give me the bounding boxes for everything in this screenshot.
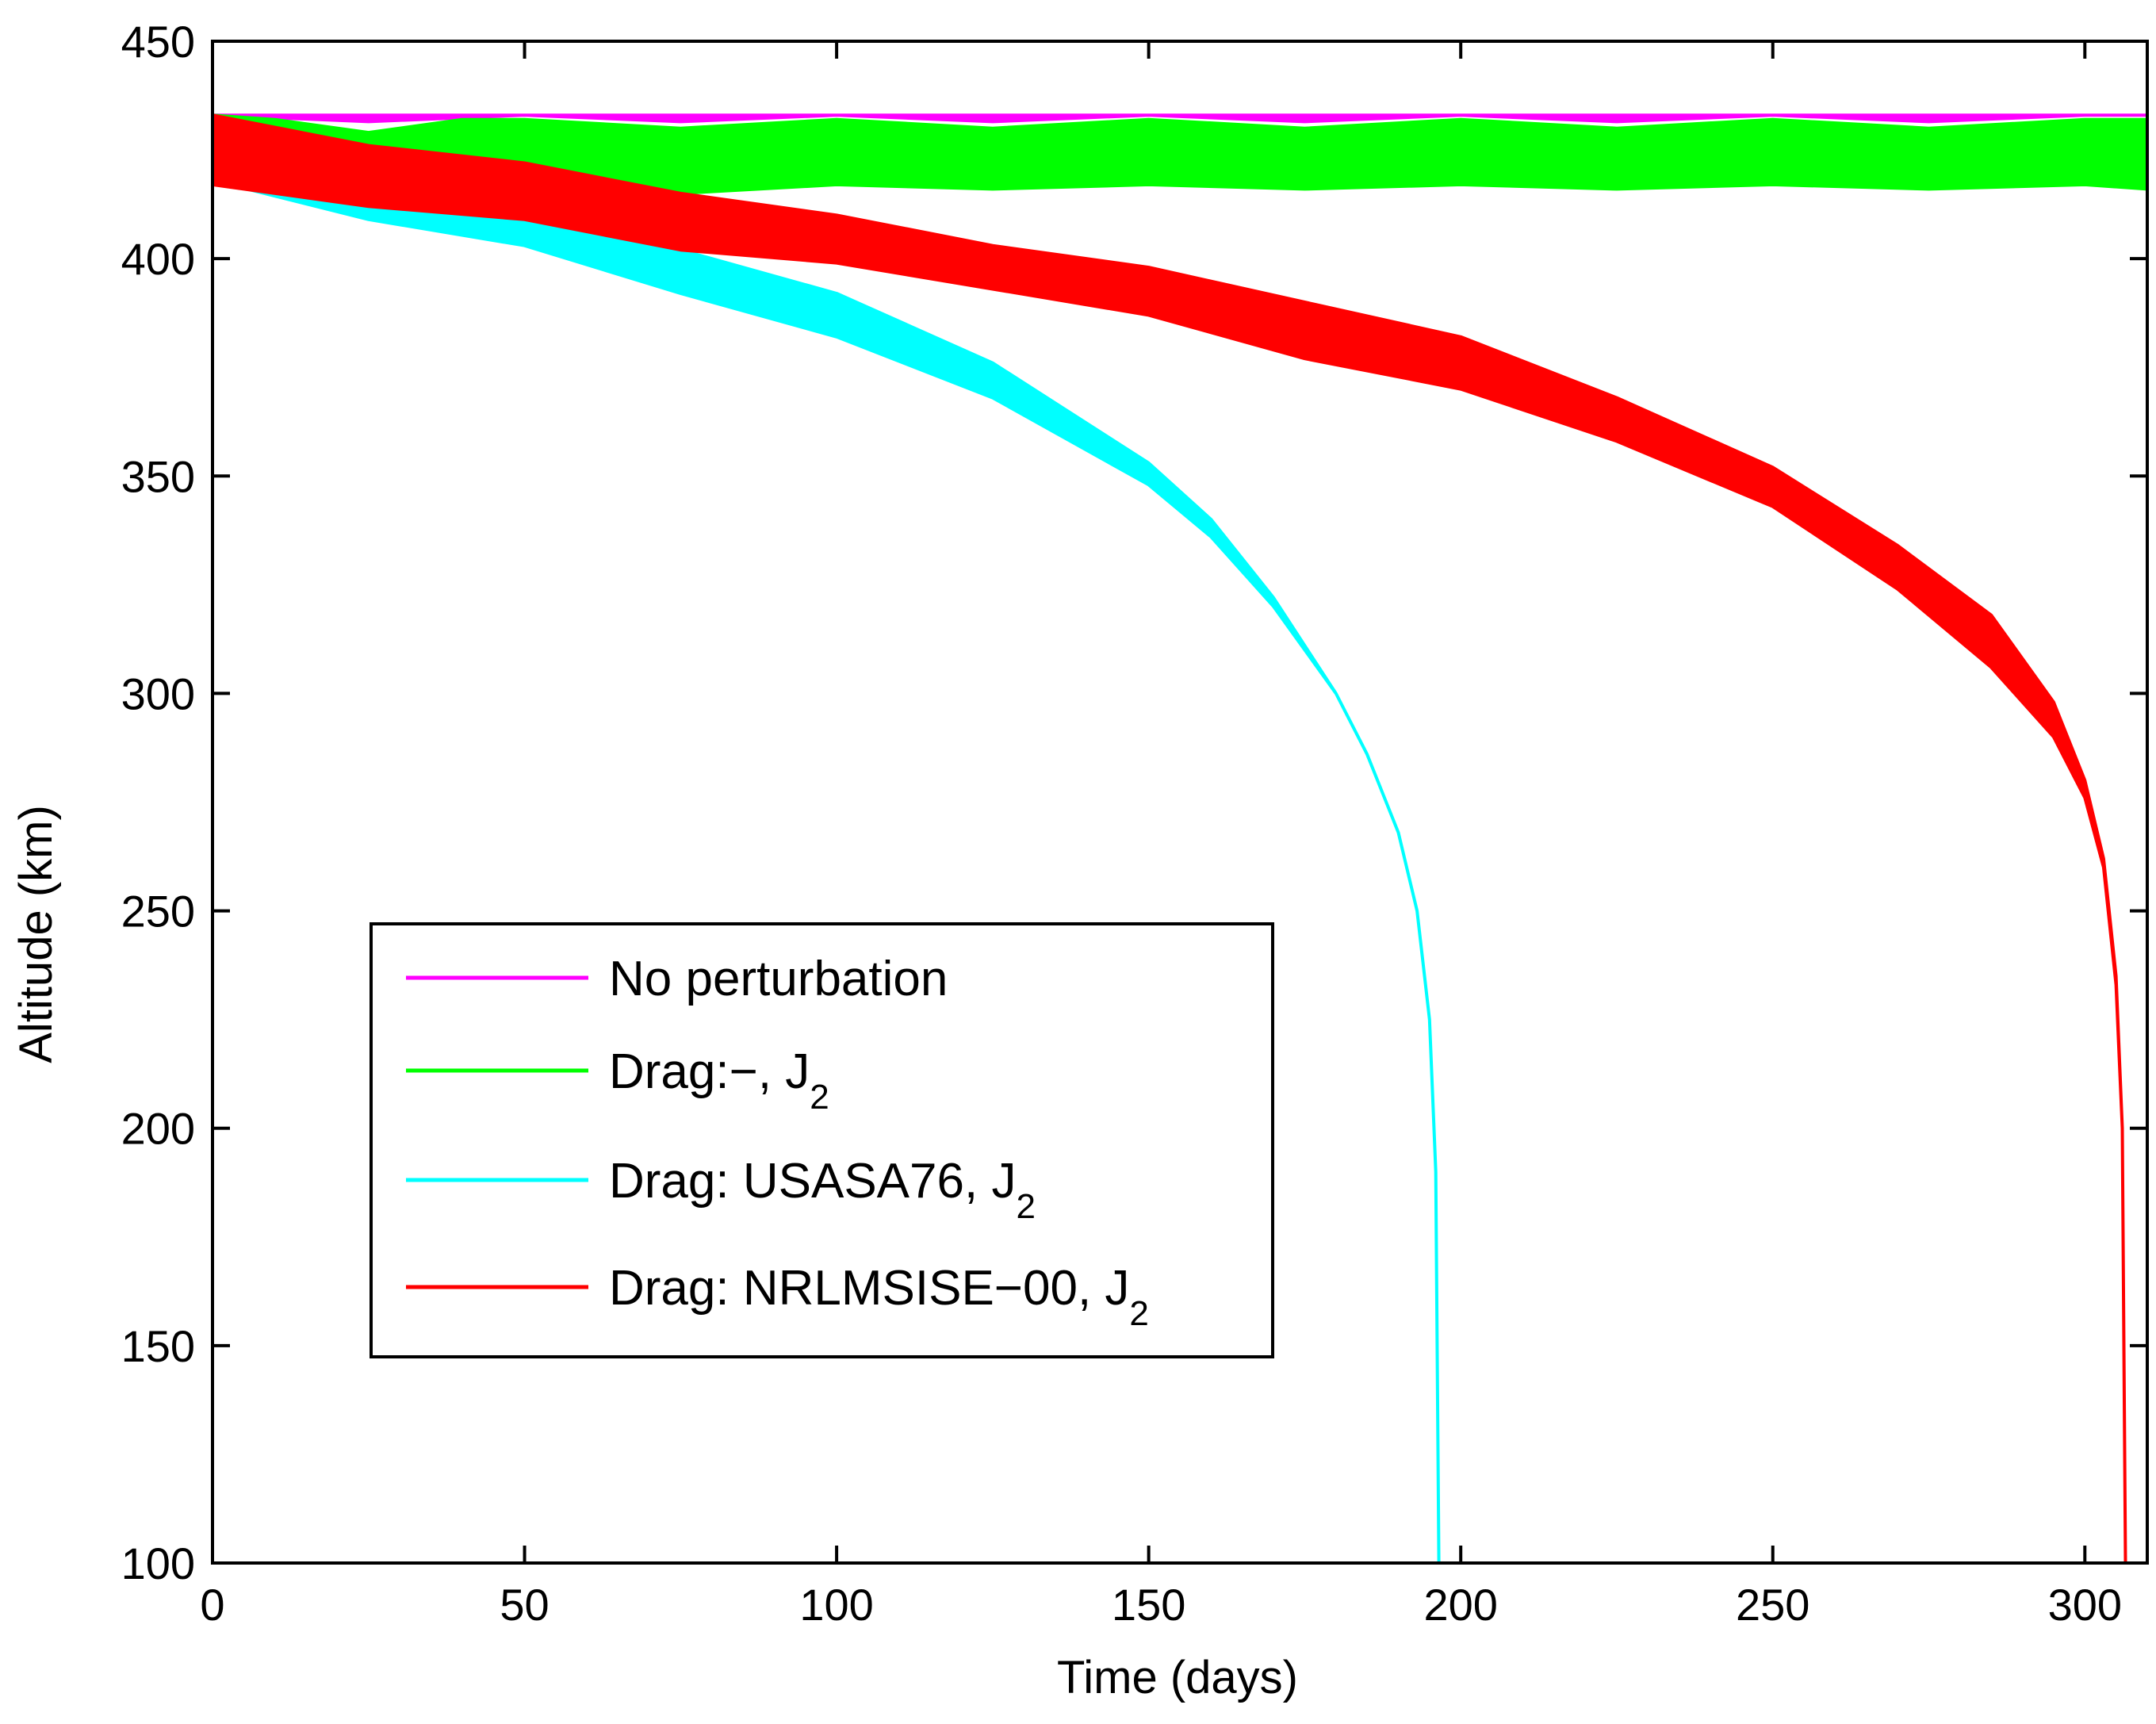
y-tick-label-2: 200 xyxy=(121,1104,195,1154)
series-band-3 xyxy=(211,113,2127,1565)
y-tick-label-7: 450 xyxy=(121,17,195,67)
legend-label-0: No perturbation xyxy=(609,952,948,1006)
x-tick-label-5: 250 xyxy=(1736,1580,1809,1630)
axes-layer: 0 50 100 150 200 250 300 100 150 200 250 300 350 400 4… xyxy=(121,17,2149,1630)
y-tick-label-3: 250 xyxy=(121,887,195,937)
x-tick-label-4: 200 xyxy=(1423,1580,1497,1630)
x-tick-label-2: 100 xyxy=(799,1580,873,1630)
legend-box xyxy=(370,922,1274,1358)
y-tick-label-6: 400 xyxy=(121,234,195,284)
x-tick-label-3: 150 xyxy=(1112,1580,1185,1630)
legend-label-subscript-1: 2 xyxy=(810,1078,829,1117)
y-tick-label-0: 100 xyxy=(121,1538,195,1588)
y-tick-label-1: 150 xyxy=(121,1321,195,1371)
y-axis-label: Altitude (km) xyxy=(10,805,62,1063)
legend-label-subscript-2: 2 xyxy=(1016,1187,1035,1226)
legend-label-subscript-3: 2 xyxy=(1129,1294,1148,1333)
y-tick-label-5: 350 xyxy=(121,451,195,501)
axes-frame xyxy=(211,40,2149,1565)
x-tick-label-1: 50 xyxy=(500,1580,549,1630)
x-axis-label: Time (days) xyxy=(1057,1652,1298,1703)
x-tick-label-6: 300 xyxy=(2048,1580,2122,1630)
x-tick-label-0: 0 xyxy=(200,1580,224,1630)
y-tick-label-4: 300 xyxy=(121,669,195,718)
